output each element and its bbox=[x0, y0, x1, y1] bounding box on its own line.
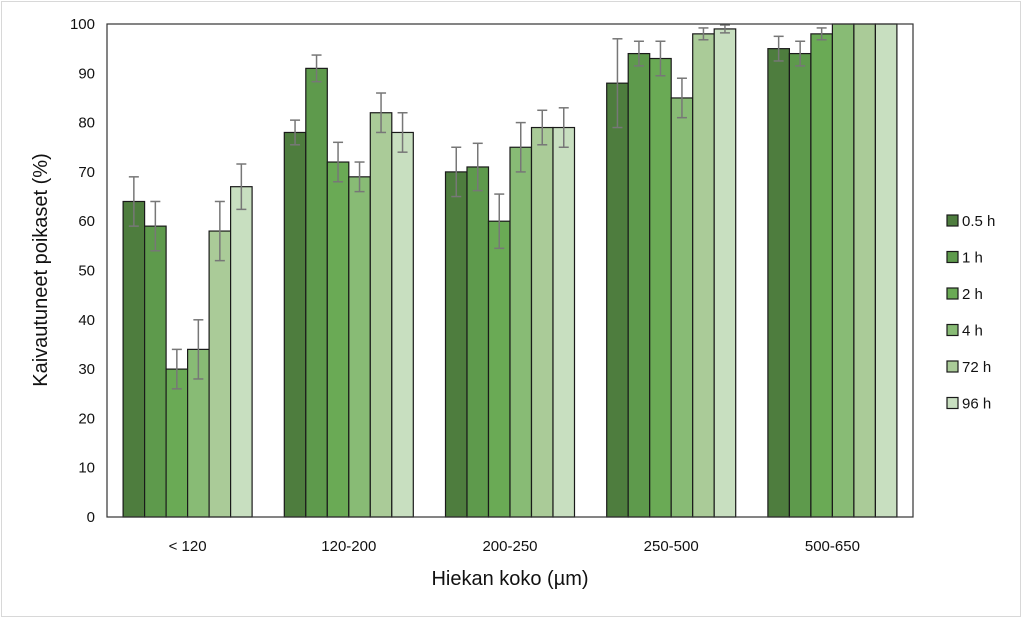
bar-250-500-1 h bbox=[627, 52, 651, 518]
error-bar bbox=[494, 193, 505, 250]
error-bar bbox=[655, 40, 666, 77]
bar-250-500-96 h bbox=[713, 28, 737, 518]
error-bar bbox=[451, 146, 462, 198]
x-axis-title: Hiekan koko (µm) bbox=[431, 568, 588, 590]
bar-120-200-96 h bbox=[391, 131, 414, 518]
bar-200-250-96 h bbox=[552, 126, 576, 518]
bar-200-250-4 h bbox=[509, 146, 533, 518]
legend: 0.5 h 1 h 2 h 4 h 72 h 96 h bbox=[946, 213, 995, 413]
y-tick-label: 80 bbox=[78, 115, 95, 132]
plot-area-border bbox=[106, 23, 914, 518]
y-tick-label: 20 bbox=[78, 410, 95, 427]
axes-layer: < 120 120-200 200-250 250-500 500-650 0 10 20 30… bbox=[70, 16, 914, 555]
error-bar bbox=[128, 176, 139, 227]
bar-200-250-0.5 h bbox=[444, 171, 468, 518]
y-tick-label: 40 bbox=[78, 312, 95, 329]
error-bar bbox=[397, 111, 408, 153]
error-bar bbox=[537, 109, 548, 146]
y-tick-label: 30 bbox=[78, 361, 95, 378]
y-tick-label: 90 bbox=[78, 65, 95, 82]
error-bar bbox=[773, 35, 784, 62]
bar-500-650-1 h bbox=[788, 52, 812, 518]
legend-swatch bbox=[946, 396, 959, 410]
bar-500-650-0.5 h bbox=[767, 48, 791, 518]
error-bar bbox=[290, 119, 301, 146]
error-bar bbox=[515, 121, 526, 173]
y-tick-label: 100 bbox=[70, 16, 95, 33]
error-bar bbox=[795, 40, 806, 67]
y-axis-title: Kaivautuneet poikaset (%) bbox=[30, 153, 52, 386]
legend-label: 4 h bbox=[962, 323, 983, 340]
error-bar bbox=[676, 77, 687, 119]
error-bar bbox=[333, 141, 344, 183]
bar-200-250-1 h bbox=[466, 166, 490, 518]
legend-swatch bbox=[946, 250, 959, 264]
error-bar bbox=[236, 163, 247, 211]
bar-< 120-72 h bbox=[208, 230, 232, 518]
legend-label: 2 h bbox=[962, 286, 983, 303]
bar-< 120-96 h bbox=[230, 186, 253, 518]
y-tick-label: 10 bbox=[78, 460, 95, 477]
error-bar bbox=[633, 40, 644, 67]
bar-120-200-0.5 h bbox=[283, 131, 307, 518]
bar-< 120-2 h bbox=[165, 368, 189, 518]
bar-500-650-2 h bbox=[810, 33, 834, 518]
y-tick-label: 50 bbox=[78, 263, 95, 280]
x-tick-label: 200-250 bbox=[482, 538, 537, 555]
error-bar bbox=[171, 348, 182, 390]
error-bar bbox=[558, 107, 569, 148]
bar-250-500-4 h bbox=[670, 97, 694, 518]
x-tick-label: 120-200 bbox=[321, 538, 376, 555]
bar-250-500-72 h bbox=[692, 33, 715, 518]
legend-label: 1 h bbox=[962, 250, 983, 267]
error-bar bbox=[719, 24, 730, 34]
bar-200-250-72 h bbox=[530, 126, 554, 518]
legend-swatch bbox=[946, 323, 959, 337]
bar-500-650-72 h bbox=[853, 23, 877, 518]
x-tick-label: < 120 bbox=[169, 538, 207, 555]
bar-120-200-4 h bbox=[348, 176, 371, 518]
error-bar bbox=[612, 38, 623, 129]
bar-200-250-2 h bbox=[487, 220, 511, 518]
error-bar bbox=[376, 92, 387, 134]
legend-label: 96 h bbox=[962, 396, 991, 413]
bar-120-200-1 h bbox=[305, 67, 328, 518]
bar-250-500-0.5 h bbox=[606, 82, 629, 518]
bar-500-650-96 h bbox=[874, 23, 898, 518]
bar-< 120-1 h bbox=[144, 225, 167, 518]
error-bar bbox=[472, 142, 483, 192]
error-bar bbox=[698, 27, 709, 41]
legend-label: 0.5 h bbox=[962, 213, 995, 230]
bar-< 120-0.5 h bbox=[122, 200, 146, 518]
error-bar bbox=[193, 319, 204, 380]
bars-layer bbox=[122, 23, 898, 518]
bar-120-200-2 h bbox=[326, 161, 350, 518]
bar-120-200-72 h bbox=[369, 112, 393, 518]
x-tick-label: 250-500 bbox=[644, 538, 699, 555]
y-tick-label: 60 bbox=[78, 213, 95, 230]
error-bar bbox=[214, 200, 225, 262]
legend-swatch bbox=[946, 360, 959, 373]
error-bar bbox=[354, 161, 365, 193]
y-tick-label: 0 bbox=[87, 509, 95, 526]
legend-swatch bbox=[946, 214, 959, 227]
bar-500-650-4 h bbox=[831, 23, 855, 518]
legend-label: 72 h bbox=[962, 359, 991, 376]
error-bar bbox=[150, 200, 161, 252]
bar-250-500-2 h bbox=[649, 57, 672, 518]
legend-swatch bbox=[946, 287, 959, 300]
error-bar bbox=[816, 27, 827, 41]
x-tick-label: 500-650 bbox=[805, 538, 860, 555]
y-tick-label: 70 bbox=[78, 164, 95, 181]
error-bar bbox=[311, 54, 322, 83]
